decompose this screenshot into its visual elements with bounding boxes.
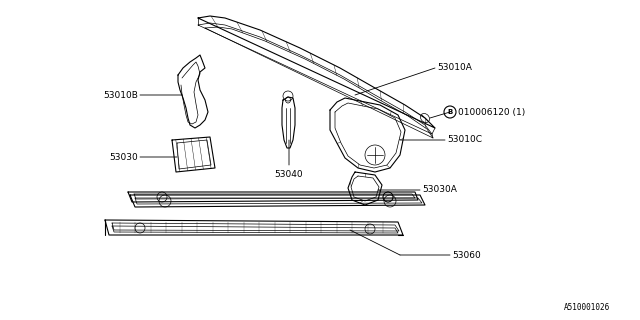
Text: 53010A: 53010A (437, 62, 472, 71)
Text: A510001026: A510001026 (564, 303, 610, 312)
Text: 53010C: 53010C (447, 135, 482, 145)
Text: 53010B: 53010B (103, 91, 138, 100)
Text: 53030: 53030 (109, 153, 138, 162)
Text: B: B (447, 109, 452, 115)
Text: 53030A: 53030A (422, 186, 457, 195)
Text: 53060: 53060 (452, 251, 481, 260)
Text: 53040: 53040 (275, 170, 303, 179)
Text: 010006120 (1): 010006120 (1) (458, 108, 525, 116)
